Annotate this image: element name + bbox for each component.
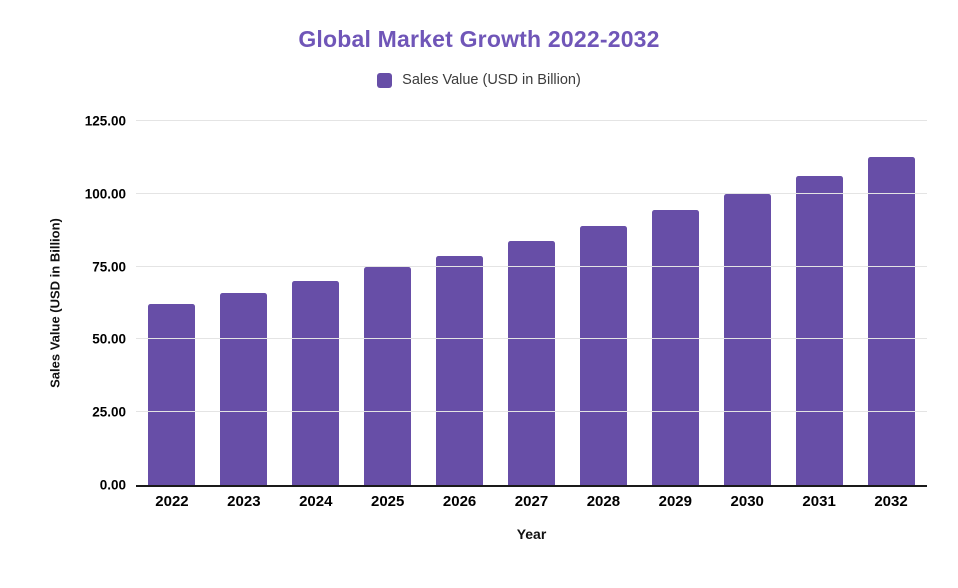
bar <box>436 255 484 485</box>
x-tick-label: 2024 <box>299 493 333 510</box>
bar-slot <box>424 121 496 485</box>
bar <box>364 267 412 485</box>
x-axis-line <box>136 485 927 487</box>
x-tick-label: 2023 <box>227 493 261 510</box>
bar-slot <box>855 121 927 485</box>
legend: Sales Value (USD in Billion) <box>0 72 958 88</box>
y-axis-ticks: 0.00 25.00 50.00 75.00 100.00 125.00 <box>0 114 126 493</box>
bar-slot <box>352 121 424 485</box>
bar <box>867 156 915 485</box>
bar-slot <box>783 121 855 485</box>
x-tick-label: 2027 <box>514 493 549 510</box>
gridline <box>136 120 927 121</box>
legend-label: Sales Value (USD in Billion) <box>402 72 581 88</box>
bar <box>651 209 699 485</box>
bar-slot <box>496 121 568 485</box>
bar <box>723 193 771 485</box>
bar-series <box>136 121 927 485</box>
bar-slot <box>711 121 783 485</box>
x-tick-label: 2028 <box>586 493 621 510</box>
x-tick-label: 2032 <box>874 493 908 510</box>
bar <box>795 176 843 485</box>
bar-slot <box>280 121 352 485</box>
x-tick-label: 2025 <box>370 493 405 510</box>
plot-area <box>136 120 927 487</box>
bar <box>292 280 340 485</box>
x-axis-title: Year <box>516 526 547 542</box>
y-tick-label: 0.00 <box>99 477 126 493</box>
bar-slot <box>639 121 711 485</box>
x-tick-label: 2031 <box>802 493 836 510</box>
x-tick-label: 2030 <box>730 493 764 510</box>
y-tick-label: 25.00 <box>92 404 126 420</box>
x-tick-label: 2026 <box>442 493 477 510</box>
x-tick-label: 2029 <box>658 493 692 510</box>
bar-slot <box>136 121 208 485</box>
y-tick-label: 100.00 <box>84 186 126 202</box>
bar-slot <box>208 121 280 485</box>
y-tick-label: 75.00 <box>92 259 126 275</box>
bar <box>148 304 196 485</box>
y-tick-label: 50.00 <box>92 331 126 347</box>
x-tick-label: 2022 <box>155 493 189 510</box>
gridline <box>136 338 927 340</box>
y-tick-label: 125.00 <box>84 113 126 129</box>
bar-slot <box>567 121 639 485</box>
bar <box>579 225 627 485</box>
bar <box>220 293 268 485</box>
gridline <box>136 265 927 267</box>
gridline <box>136 192 927 194</box>
gridline <box>136 411 927 413</box>
legend-swatch-icon <box>377 72 393 88</box>
chart-title: Global Market Growth 2022-2032 <box>298 26 660 52</box>
x-axis-ticks: 2022 2023 2024 2025 2026 2027 2028 2029 2030 2031… <box>136 493 927 510</box>
bar <box>507 240 555 485</box>
